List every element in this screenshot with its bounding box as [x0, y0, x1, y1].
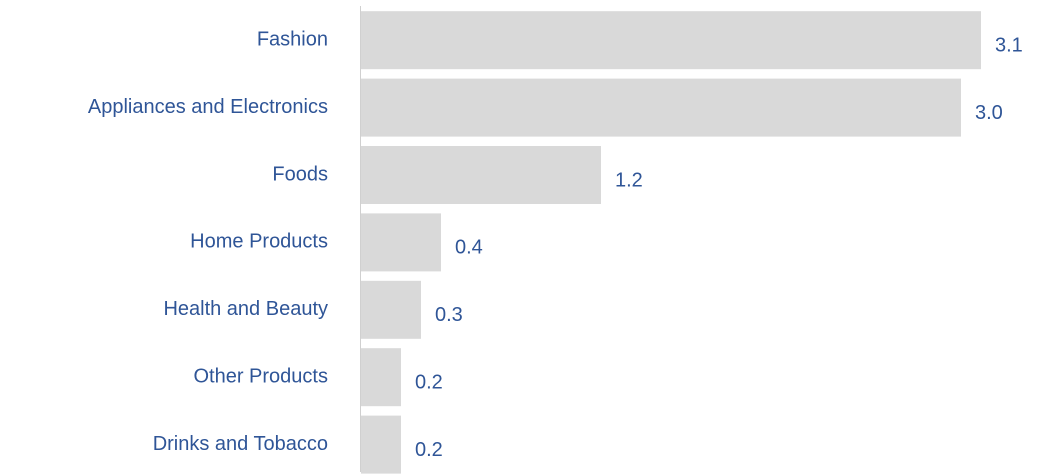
category-label: Drinks and Tobacco: [153, 433, 328, 455]
category-label: Foods: [272, 163, 328, 185]
bar: [361, 280, 421, 339]
bar: [361, 415, 401, 474]
value-label: 0.4: [455, 237, 483, 259]
bar: [361, 348, 401, 407]
value-label: 3.1: [995, 34, 1023, 56]
category-label: Other Products: [193, 365, 328, 387]
category-label: Appliances and Electronics: [88, 96, 328, 118]
bar: [361, 213, 441, 272]
value-label: 0.2: [415, 439, 443, 461]
value-label: 1.2: [615, 169, 643, 191]
category-label: Health and Beauty: [163, 298, 328, 320]
value-label: 3.0: [975, 102, 1003, 124]
bar: [361, 146, 601, 204]
bar: [361, 78, 961, 137]
category-label: Home Products: [190, 231, 328, 253]
value-label: 0.2: [415, 371, 443, 393]
bar: [361, 11, 981, 70]
value-label: 0.3: [435, 304, 463, 326]
category-label: Fashion: [257, 28, 328, 50]
